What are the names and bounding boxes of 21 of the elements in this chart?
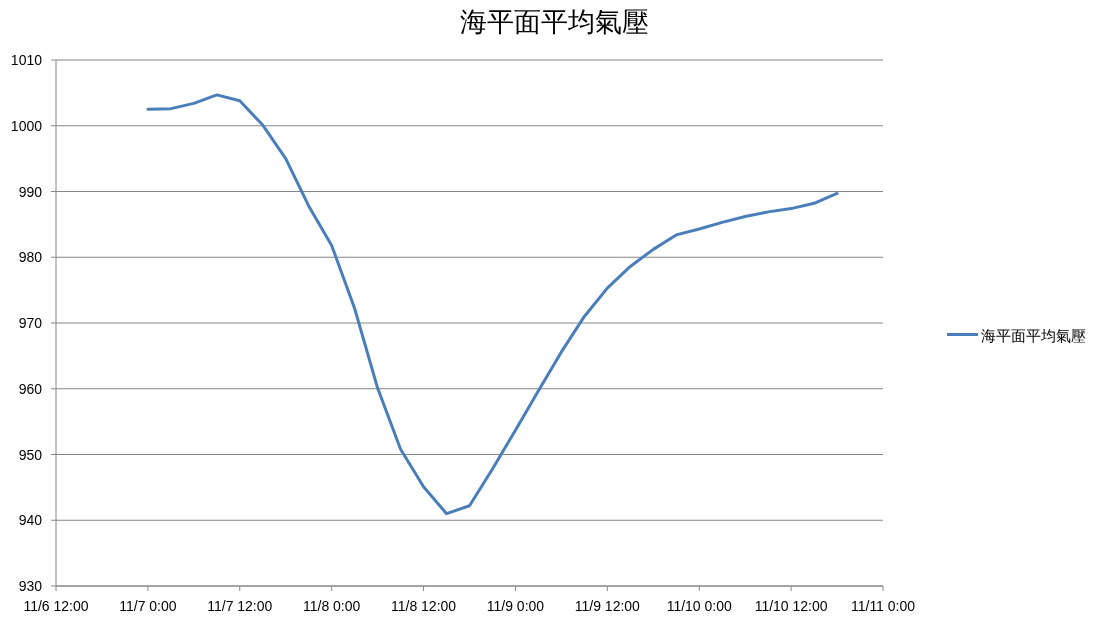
title: 海平面平均氣壓 [460,7,649,37]
x-tick-label: 11/8 0:00 [303,598,361,614]
y-tick-label: 980 [18,249,42,266]
x-tick-label: 11/9 0:00 [486,598,545,614]
y-tick-label: 1010 [10,52,42,68]
y-tick-label: 930 [18,578,42,594]
y-tick-label: 1000 [10,117,42,134]
x-tick-label: 11/7 0:00 [119,598,177,614]
legend-label: 海平面平均氣壓 [981,326,1086,344]
x-tick-label: 11/6 12:00 [23,598,89,614]
y-tick-label: 970 [18,315,42,331]
y-tick-label: 940 [18,512,42,529]
x-tick-label: 11/10 0:00 [666,598,732,614]
x-tick-label: 11/10 12:00 [754,598,828,614]
x-tick-label: 11/7 12:00 [207,598,273,614]
y-tick-label: 950 [18,446,42,463]
y-tick-label: 960 [18,380,42,397]
x-tick-label: 11/9 12:00 [574,598,640,614]
x-tick-label: 11/8 12:00 [391,598,457,614]
y-tick-label: 990 [18,183,42,200]
x-tick-label: 11/11 0:00 [850,598,916,614]
